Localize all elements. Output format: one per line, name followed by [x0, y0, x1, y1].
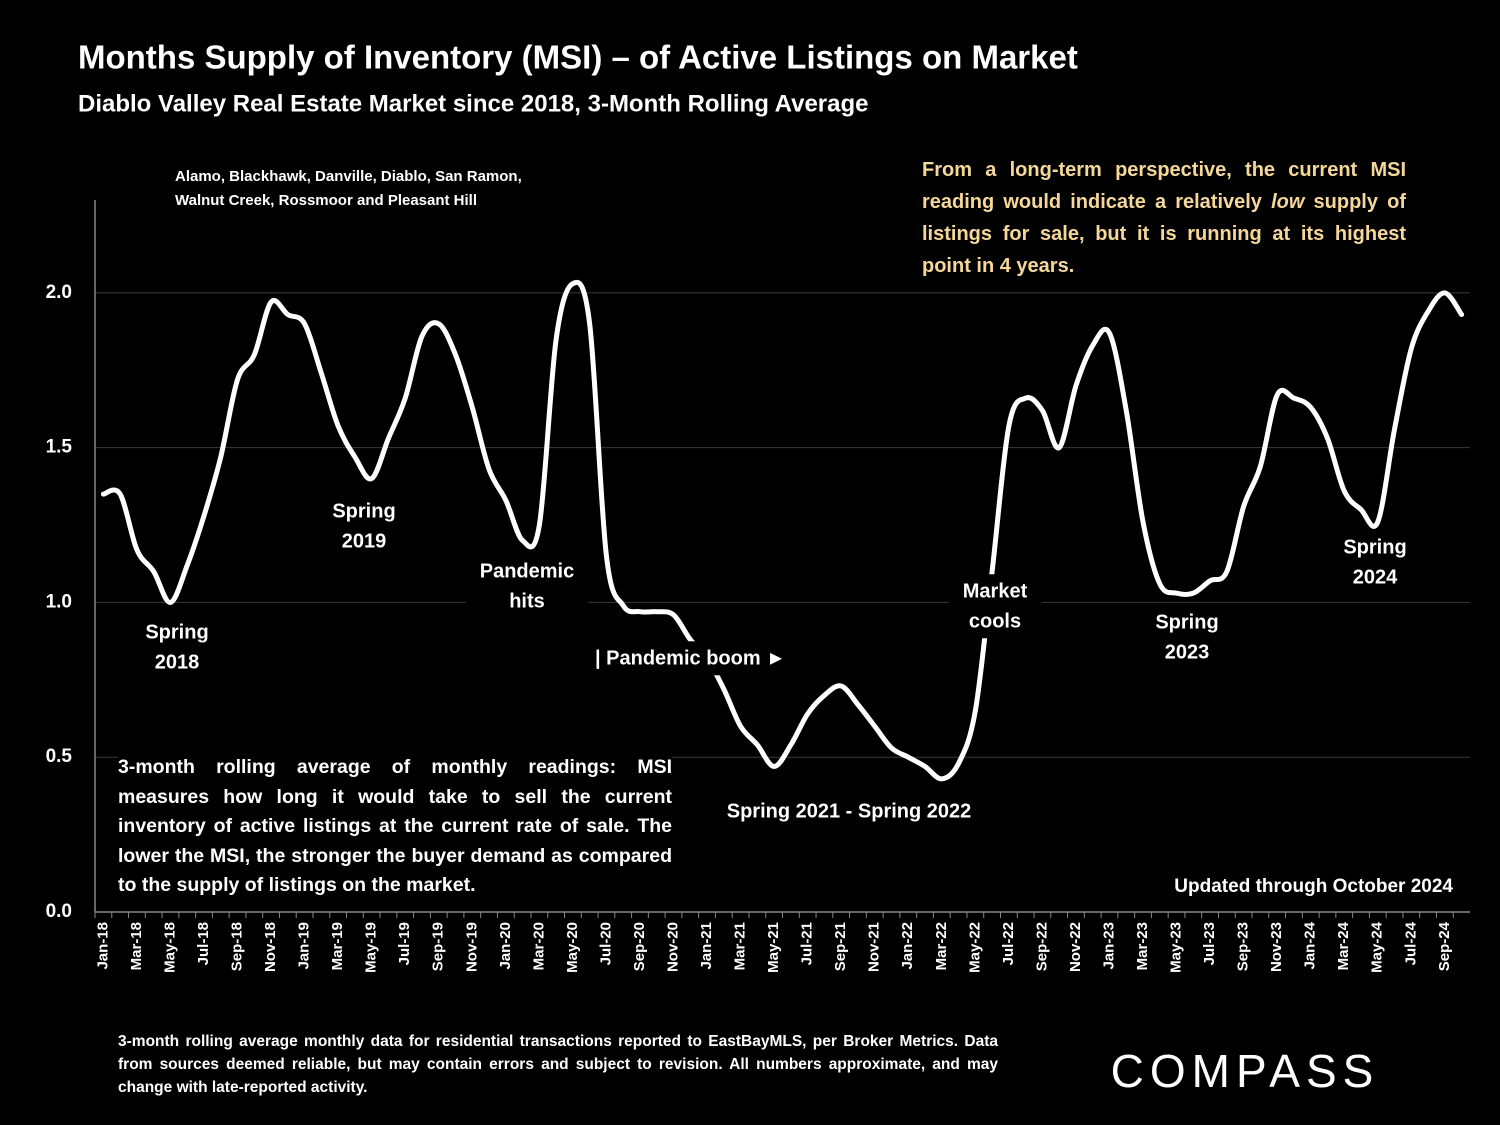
footnote: 3-month rolling average monthly data for…: [118, 1033, 998, 1096]
x-tick-label: Mar-24: [1335, 921, 1352, 970]
annotation-text: 2023: [1165, 641, 1210, 663]
x-tick-label: May-22: [966, 922, 983, 973]
x-tick-label: May-21: [765, 922, 782, 973]
location-note: Alamo, Blackhawk, Danville, Diablo, San …: [175, 168, 522, 185]
annotation-text: Spring: [1155, 611, 1218, 633]
x-tick-label: May-19: [363, 922, 380, 973]
x-tick-label: Nov-19: [463, 922, 480, 972]
annotation: Spring 2018: [145, 621, 208, 673]
annotation-text: 2019: [342, 530, 387, 552]
updated-note: Updated through October 2024: [1174, 876, 1453, 897]
x-tick-label: Jul-21: [799, 922, 816, 965]
x-tick-label: May-20: [564, 922, 581, 973]
annotation-background: [581, 641, 800, 676]
x-tick-label: Jul-20: [597, 922, 614, 965]
chart-title: Months Supply of Inventory (MSI) – of Ac…: [78, 39, 1078, 76]
annotation-text: 2018: [155, 651, 200, 673]
x-tick-label: Jan-20: [497, 922, 514, 970]
location-note: Walnut Creek, Rossmoor and Pleasant Hill: [175, 192, 477, 209]
annotation-background: [465, 554, 589, 619]
annotation: Pandemic hits: [465, 554, 589, 619]
x-tick-label: May-23: [1168, 922, 1185, 973]
x-tick-label: Jul-22: [1000, 922, 1017, 965]
x-tick-label: Sep-24: [1436, 921, 1453, 971]
x-tick-label: May-18: [161, 922, 178, 973]
y-tick-label: 1.0: [46, 591, 72, 612]
x-tick-label: Jan-22: [899, 922, 916, 970]
x-tick-label: May-24: [1369, 921, 1386, 973]
x-tick-label: Nov-21: [866, 922, 883, 972]
x-tick-label: Jan-21: [698, 922, 715, 970]
annotation: | Pandemic boom ►: [581, 641, 800, 676]
annotation-background: [948, 574, 1042, 639]
x-tick-label: Sep-21: [832, 922, 849, 971]
data-line: [100, 279, 1465, 782]
x-tick-label: Mar-19: [329, 922, 346, 970]
annotation: Spring 2024: [1343, 536, 1406, 588]
x-tick-label: Jul-19: [396, 922, 413, 965]
annotation-text: Spring 2021 - Spring 2022: [727, 800, 972, 822]
x-tick-label: Jul-24: [1402, 921, 1419, 965]
annotation-text: Spring: [145, 621, 208, 643]
annotation-text: | Pandemic boom ►: [595, 647, 786, 669]
note-text: supply of listings for sale, but it is r…: [922, 191, 1406, 277]
annotation-text: cools: [969, 610, 1021, 632]
x-tick-label: Sep-23: [1235, 922, 1252, 971]
annotation: Spring 2021 - Spring 2022: [727, 800, 972, 822]
annotation-text: Market: [963, 580, 1028, 602]
x-tick-label: Nov-20: [664, 922, 681, 972]
annotation-text: 2024: [1353, 566, 1398, 588]
x-tick-label: Mar-18: [128, 922, 145, 970]
x-tick-label: Sep-20: [631, 922, 648, 971]
logo: COMPASS: [1111, 1045, 1380, 1097]
x-tick-label: Sep-22: [1033, 922, 1050, 971]
annotation-text: Spring: [332, 500, 395, 522]
x-tick-label: Sep-19: [430, 922, 447, 971]
x-tick-label: Jan-23: [1100, 922, 1117, 970]
note-text: From a long-term perspective, the curren…: [922, 159, 1406, 213]
definition-note: 3-month rolling average of monthly readi…: [118, 753, 672, 901]
chart-subtitle: Diablo Valley Real Estate Market since 2…: [78, 90, 869, 117]
y-tick-label: 2.0: [46, 282, 72, 303]
annotation-text: hits: [509, 590, 545, 612]
x-tick-label: Nov-22: [1067, 922, 1084, 972]
x-tick-label: Mar-22: [933, 922, 950, 970]
x-tick-label: Jul-23: [1201, 922, 1218, 965]
highlight-note: From a long-term perspective, the curren…: [922, 154, 1406, 282]
x-tick-label: Nov-18: [262, 922, 279, 972]
annotation-text: Pandemic: [480, 560, 574, 582]
annotation: Spring 2023: [1155, 611, 1218, 663]
x-tick-label: Jan-18: [94, 922, 111, 970]
annotation: Spring 2019: [332, 500, 395, 552]
x-tick-label: Jan-24: [1302, 921, 1319, 969]
x-tick-label: Jul-18: [195, 922, 212, 965]
annotation-text: Spring: [1343, 536, 1406, 558]
x-tick-label: Nov-23: [1268, 922, 1285, 972]
x-tick-label: Mar-23: [1134, 922, 1151, 970]
x-tick-label: Mar-20: [530, 922, 547, 970]
x-tick-label: Jan-19: [296, 922, 313, 970]
note-emphasis: low: [1271, 191, 1305, 213]
annotation: Market cools: [948, 574, 1042, 639]
x-tick-label: Mar-21: [732, 922, 749, 970]
y-tick-label: 1.5: [46, 437, 73, 458]
y-tick-label: 0.0: [46, 901, 72, 922]
x-tick-label: Sep-18: [228, 922, 245, 971]
y-tick-label: 0.5: [46, 746, 73, 767]
